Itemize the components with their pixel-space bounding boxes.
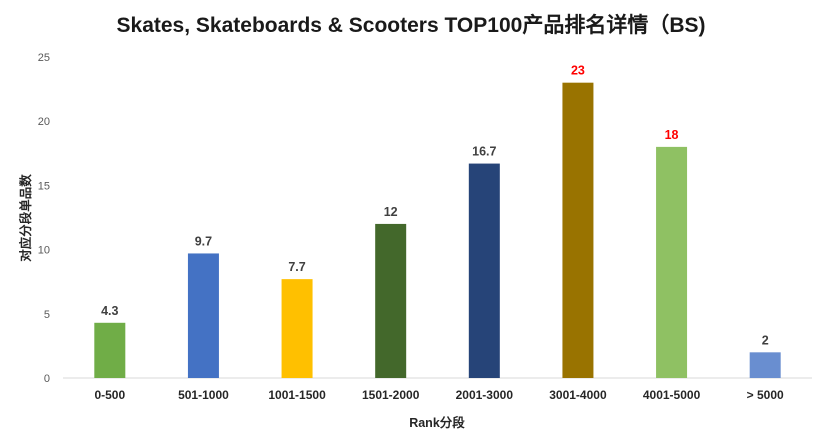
data-label: 23 <box>571 64 585 78</box>
y-axis-title: 对应分段单品数 <box>18 174 33 262</box>
x-ticks-group: 0-500 501-1000 1001-1500 1501-2000 2001-3000… <box>94 388 784 402</box>
x-tick-label: 2001-3000 <box>456 388 514 402</box>
x-tick-label: 501-1000 <box>178 388 229 402</box>
y-tick-label: 20 <box>38 116 50 128</box>
y-tick-label: 5 <box>44 309 50 321</box>
x-tick-label: 1001-1500 <box>268 388 326 402</box>
chart-title: Skates, Skateboards & Scooters TOP100产品排… <box>117 13 706 37</box>
data-labels-group: 4.3 9.7 7.7 12 16.7 23 18 2 <box>101 64 769 348</box>
data-label: 2 <box>762 333 769 347</box>
bar <box>749 352 781 378</box>
data-label: 9.7 <box>195 234 212 248</box>
y-tick-label: 25 <box>38 52 50 64</box>
bar <box>187 253 219 378</box>
data-label: 7.7 <box>288 260 305 274</box>
data-label: 16.7 <box>472 145 496 159</box>
bar <box>468 163 500 378</box>
x-tick-label: 4001-5000 <box>643 388 701 402</box>
bar <box>94 322 126 378</box>
bar <box>562 82 594 379</box>
data-label: 4.3 <box>101 304 118 318</box>
x-axis-title: Rank分段 <box>409 415 465 430</box>
x-tick-label: 0-500 <box>94 388 125 402</box>
data-label: 12 <box>384 205 398 219</box>
bars-group <box>94 82 781 379</box>
bar <box>375 223 407 378</box>
y-tick-label: 0 <box>44 373 50 385</box>
bar <box>281 279 313 378</box>
y-axis: 0 5 10 15 20 25 <box>38 52 50 385</box>
y-tick-label: 15 <box>38 180 50 192</box>
x-tick-label: > 5000 <box>747 388 784 402</box>
x-tick-label: 1501-2000 <box>362 388 420 402</box>
x-tick-label: 3001-4000 <box>549 388 607 402</box>
bar <box>656 146 688 378</box>
data-label: 18 <box>665 128 679 142</box>
y-tick-label: 10 <box>38 245 50 257</box>
